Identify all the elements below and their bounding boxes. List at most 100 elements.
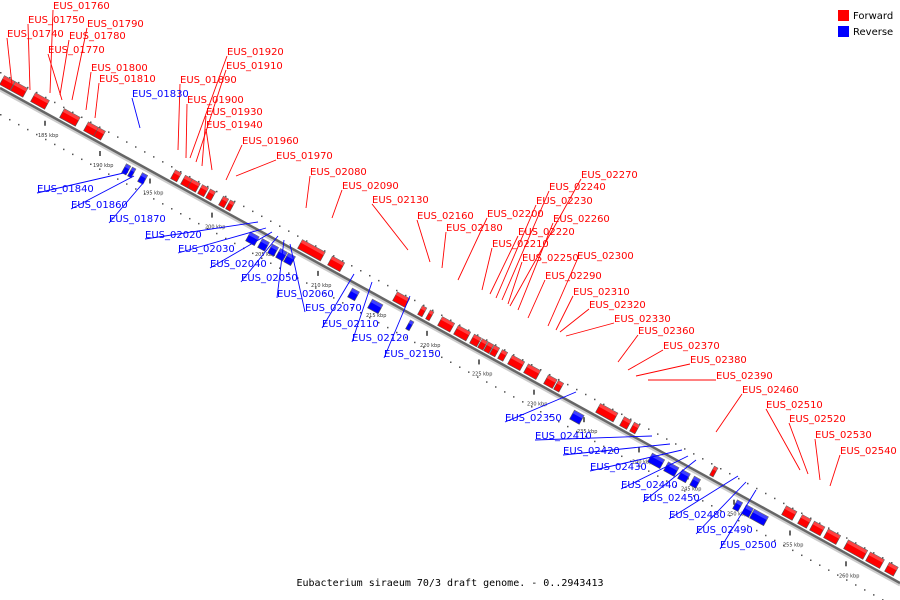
gene-label-eus-02500[interactable]: EUS_02500 <box>719 489 777 551</box>
gene-label-eus-02020[interactable]: EUS_02020 <box>144 221 259 241</box>
gene-label-eus-01800[interactable]: EUS_01800 <box>85 63 148 111</box>
gene-label-eus-02090[interactable]: EUS_02090 <box>331 181 399 219</box>
gene-label-eus-01760[interactable]: EUS_01760 <box>49 1 110 94</box>
gene-glyph[interactable] <box>297 239 326 262</box>
gene-glyph[interactable] <box>30 92 50 110</box>
gene-label-eus-01940[interactable]: EUS_01940 <box>205 120 263 171</box>
gene-label-eus-02200[interactable]: EUS_02200 <box>457 209 544 281</box>
gene-label-eus-02110[interactable]: EUS_02110 <box>321 273 379 330</box>
gene-glyph[interactable] <box>595 403 619 423</box>
gene-label-eus-02130[interactable]: EUS_02130 <box>371 195 429 251</box>
gene-glyph[interactable] <box>205 188 217 202</box>
gene-label-eus-02270[interactable]: EUS_02270 <box>509 170 638 307</box>
gene-label-eus-02290[interactable]: EUS_02290 <box>527 271 602 319</box>
gene-glyph[interactable] <box>347 287 360 302</box>
gene-label-eus-02360[interactable]: EUS_02360 <box>617 326 695 363</box>
gene-label-eus-02300[interactable]: EUS_02300 <box>547 251 634 327</box>
gene-glyph[interactable] <box>497 349 509 362</box>
gene-label-eus-02460[interactable]: EUS_02460 <box>715 385 799 433</box>
gene-glyph[interactable] <box>809 520 826 537</box>
gene-label-eus-01920[interactable]: EUS_01920 <box>189 47 284 159</box>
gene-label-eus-02220[interactable]: EUS_02220 <box>489 227 575 295</box>
gene-label-eus-02420[interactable]: EUS_02420 <box>562 443 671 457</box>
gene-glyph[interactable] <box>367 298 384 315</box>
gene-label-eus-02120[interactable]: EUS_02120 <box>351 281 409 344</box>
gene-label-eus-02370[interactable]: EUS_02370 <box>627 341 720 371</box>
gene-label-eus-02050[interactable]: EUS_02050 <box>240 235 298 284</box>
gene-glyph[interactable] <box>884 562 899 577</box>
gene-glyph[interactable] <box>453 325 472 342</box>
gene-glyph[interactable] <box>83 121 100 137</box>
gene-label-eus-02230[interactable]: EUS_02230 <box>495 196 593 299</box>
gene-glyph[interactable] <box>489 344 501 358</box>
gene-glyph[interactable] <box>405 319 415 332</box>
gene-glyph[interactable] <box>689 475 701 489</box>
gene-label-eus-01890[interactable]: EUS_01890 <box>177 75 237 151</box>
gene-glyph[interactable] <box>59 108 81 127</box>
gene-label-eus-01780[interactable]: EUS_01780 <box>59 31 126 96</box>
gene-label-eus-02410[interactable]: EUS_02410 <box>534 431 653 442</box>
gene-label-eus-02330[interactable]: EUS_02330 <box>565 314 671 337</box>
gene-glyph[interactable] <box>93 127 106 141</box>
gene-glyph[interactable] <box>267 243 279 257</box>
gene-glyph[interactable] <box>749 508 769 527</box>
gene-label-eus-02040[interactable]: EUS_02040 <box>209 231 273 270</box>
gene-label-eus-02440[interactable]: EUS_02440 <box>620 455 689 491</box>
gene-label-eus-02480[interactable]: EUS_02480 <box>668 475 739 521</box>
gene-label-eus-02320[interactable]: EUS_02320 <box>559 300 646 333</box>
gene-glyph[interactable] <box>629 421 641 435</box>
gene-glyph[interactable] <box>218 195 230 209</box>
gene-label-eus-02180[interactable]: EUS_02180 <box>441 223 503 269</box>
gene-label-eus-02490[interactable]: EUS_02490 <box>695 481 753 536</box>
gene-label-eus-02520[interactable]: EUS_02520 <box>788 414 846 475</box>
gene-glyph[interactable] <box>257 238 270 252</box>
gene-glyph[interactable] <box>127 166 137 179</box>
gene-label-eus-01910[interactable]: EUS_01910 <box>195 61 283 163</box>
gene-glyph[interactable] <box>663 461 680 477</box>
gene-label-eus-02310[interactable]: EUS_02310 <box>555 287 630 331</box>
gene-label-eus-01770[interactable]: EUS_01770 <box>47 45 105 101</box>
gene-glyph[interactable] <box>137 172 149 185</box>
gene-label-eus-02430[interactable]: EUS_02430 <box>589 449 683 473</box>
gene-label-eus-01860[interactable]: EUS_01860 <box>70 175 135 211</box>
gene-glyph[interactable] <box>225 199 236 212</box>
gene-glyph[interactable] <box>483 341 495 354</box>
gene-glyph[interactable] <box>170 169 182 183</box>
gene-label-eus-01740[interactable]: EUS_01740 <box>6 29 64 86</box>
gene-label-eus-01830[interactable]: EUS_01830 <box>131 89 189 129</box>
gene-label-eus-02030[interactable]: EUS_02030 <box>177 227 267 255</box>
gene-glyph[interactable] <box>732 499 744 512</box>
gene-label-eus-02250[interactable]: EUS_02250 <box>507 253 579 305</box>
gene-label-eus-01790[interactable]: EUS_01790 <box>71 19 144 101</box>
gene-glyph[interactable] <box>781 505 798 521</box>
gene-glyph[interactable] <box>709 465 719 478</box>
gene-label-eus-01960[interactable]: EUS_01960 <box>225 136 299 181</box>
gene-label-eus-02350[interactable]: EUS_02350 <box>504 391 577 424</box>
gene-label-eus-02540[interactable]: EUS_02540 <box>829 446 897 487</box>
gene-label-eus-02530[interactable]: EUS_02530 <box>814 430 872 481</box>
gene-label-eus-02150[interactable]: EUS_02150 <box>383 295 441 360</box>
gene-glyph[interactable] <box>275 248 288 262</box>
gene-glyph[interactable] <box>843 539 869 560</box>
gene-label-eus-01870[interactable]: EUS_01870 <box>108 181 166 225</box>
gene-label-eus-01810[interactable]: EUS_01810 <box>94 74 156 119</box>
gene-glyph[interactable] <box>507 354 526 372</box>
gene-glyph[interactable] <box>197 184 209 198</box>
gene-label-eus-01900[interactable]: EUS_01900 <box>185 95 244 159</box>
gene-glyph[interactable] <box>392 291 411 308</box>
gene-glyph[interactable] <box>797 514 812 529</box>
gene-glyph[interactable] <box>425 309 435 322</box>
gene-label-eus-01840[interactable]: EUS_01840 <box>36 171 129 195</box>
gene-label-eus-01930[interactable]: EUS_01930 <box>201 107 263 167</box>
gene-glyph[interactable] <box>121 163 132 176</box>
gene-label-eus-02080[interactable]: EUS_02080 <box>305 167 367 209</box>
gene-label-eus-02060[interactable]: EUS_02060 <box>276 239 334 300</box>
gene-glyph[interactable] <box>823 528 842 545</box>
gene-label-eus-01750[interactable]: EUS_01750 <box>27 15 85 91</box>
gene-label-eus-02260[interactable]: EUS_02260 <box>517 214 610 311</box>
gene-glyph[interactable] <box>677 469 691 484</box>
gene-label-eus-02510[interactable]: EUS_02510 <box>765 400 823 471</box>
gene-glyph[interactable] <box>619 416 632 430</box>
gene-glyph[interactable] <box>10 81 29 98</box>
gene-glyph[interactable] <box>569 409 585 425</box>
